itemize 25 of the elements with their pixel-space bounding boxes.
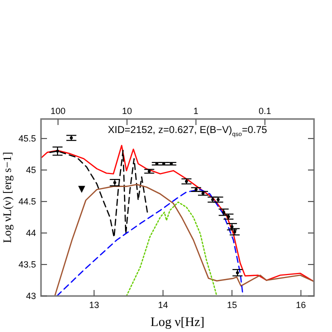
x-tick-label: 14 bbox=[158, 300, 168, 310]
y-tick-label: 43 bbox=[26, 291, 36, 301]
y-tick-label: 45.5 bbox=[18, 134, 36, 144]
point bbox=[113, 181, 116, 184]
x2-tick-label: 0.1 bbox=[258, 106, 272, 116]
x-tick-label: 15 bbox=[226, 300, 237, 310]
x2-tick-label: 10 bbox=[122, 106, 132, 116]
y-tick-label: 45 bbox=[26, 165, 36, 176]
y-tick-label: 44 bbox=[26, 228, 36, 238]
x-tick-label: 13 bbox=[89, 300, 100, 310]
text: XID=2152, z=0.627, E(B−V)$_{qso}$=0.75 bbox=[108, 125, 268, 138]
x2-tick-label: 100 bbox=[50, 106, 66, 116]
y-axis-title: Log νL(ν) [erg s−1] bbox=[2, 152, 14, 244]
line-series bbox=[126, 202, 218, 296]
line-series bbox=[56, 188, 244, 296]
x2-tick-label: 1 bbox=[193, 106, 198, 116]
x-tick-label: 16 bbox=[296, 300, 306, 310]
line-series bbox=[41, 144, 314, 282]
point bbox=[78, 186, 86, 193]
y-tick-label: 43.5 bbox=[18, 260, 36, 270]
x-axis-title: Log ν[Hz] bbox=[150, 314, 204, 329]
line-series bbox=[54, 184, 314, 296]
y-tick-label: 44.5 bbox=[18, 196, 36, 207]
line-series bbox=[49, 150, 148, 238]
point bbox=[56, 150, 60, 153]
